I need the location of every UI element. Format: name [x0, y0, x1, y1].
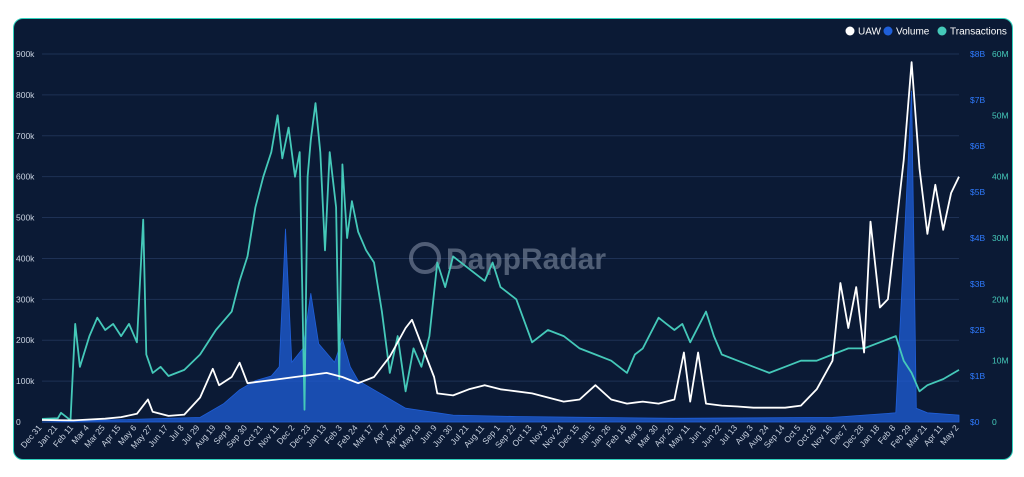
- volume-axis-tick: $3B: [970, 279, 985, 289]
- legend-label: UAW: [858, 27, 882, 38]
- volume-axis-tick: $5B: [970, 187, 985, 197]
- uaw-axis-tick: 200k: [16, 335, 35, 345]
- volume-axis-tick: $0: [970, 417, 980, 427]
- legend-marker: [883, 26, 893, 36]
- dappradar-logo-icon: [409, 242, 441, 274]
- volume-series: [41, 90, 960, 423]
- volume-axis-tick: $2B: [970, 325, 985, 335]
- uaw-axis-tick: 100k: [16, 376, 35, 386]
- transactions-axis-tick: 20M: [992, 294, 1009, 304]
- legend-label: Transactions: [950, 27, 1007, 38]
- uaw-axis-tick: 900k: [16, 49, 35, 59]
- transactions-axis-tick: 50M: [992, 110, 1009, 120]
- x-axis-tick: May 2: [938, 423, 961, 447]
- uaw-axis-tick: 800k: [16, 90, 35, 100]
- uaw-series: [41, 61, 960, 422]
- transactions-axis-tick: 30M: [992, 233, 1009, 243]
- volume-axis-tick: $6B: [970, 141, 985, 151]
- uaw-axis-tick: 500k: [16, 213, 35, 223]
- transactions-axis-tick: 60M: [992, 49, 1009, 59]
- chart-frame: 0 100k 200k 300k 400k 500k 600k 700k 800k 900k $0 $…: [13, 18, 1013, 460]
- watermark-text: DappRadar: [446, 243, 606, 276]
- uaw-axis-tick: 0: [16, 417, 21, 427]
- chart-svg: 0 100k 200k 300k 400k 500k 600k 700k 800k 900k $0 $…: [16, 26, 1009, 451]
- transactions-series: [41, 102, 960, 422]
- transactions-axis-tick: 10M: [992, 356, 1009, 366]
- uaw-axis-tick: 700k: [16, 131, 35, 141]
- volume-axis-tick: $1B: [970, 371, 985, 381]
- legend-label: Volume: [896, 27, 930, 38]
- legend-marker: [845, 26, 855, 36]
- transactions-axis-tick: 0: [992, 417, 997, 427]
- volume-axis-tick: $4B: [970, 233, 985, 243]
- uaw-axis-tick: 300k: [16, 294, 35, 304]
- uaw-axis-tick: 600k: [16, 172, 35, 182]
- uaw-axis-tick: 400k: [16, 253, 35, 263]
- legend-marker: [937, 26, 947, 36]
- volume-axis-tick: $8B: [970, 49, 985, 59]
- transactions-axis-tick: 40M: [992, 172, 1009, 182]
- volume-axis-tick: $7B: [970, 95, 985, 105]
